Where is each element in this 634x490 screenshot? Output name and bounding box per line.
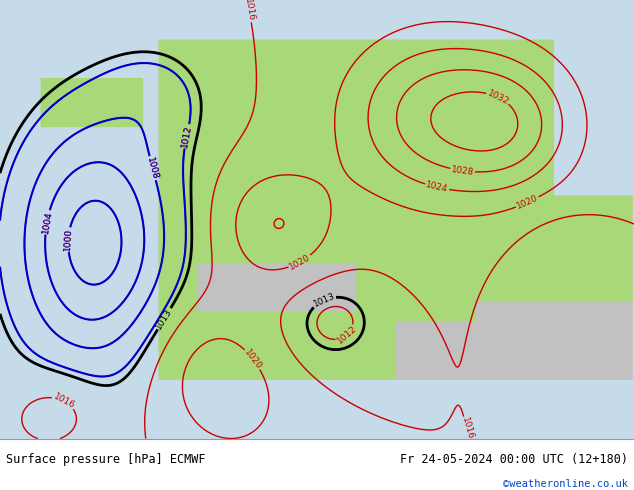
Text: 1032: 1032 [486, 88, 510, 106]
Text: 1013: 1013 [312, 292, 336, 309]
Text: 1024: 1024 [425, 180, 449, 194]
Text: 1012: 1012 [335, 324, 358, 346]
Text: 1012: 1012 [180, 124, 193, 148]
Text: ©weatheronline.co.uk: ©weatheronline.co.uk [503, 479, 628, 489]
Text: Surface pressure [hPa] ECMWF: Surface pressure [hPa] ECMWF [6, 453, 206, 466]
Text: Fr 24-05-2024 00:00 UTC (12+180): Fr 24-05-2024 00:00 UTC (12+180) [399, 453, 628, 466]
Text: 1000: 1000 [63, 228, 74, 251]
Text: 1012: 1012 [180, 124, 193, 148]
Text: 1004: 1004 [41, 210, 53, 234]
Text: 1020: 1020 [515, 194, 540, 211]
Text: 1008: 1008 [145, 156, 160, 180]
Text: 1016: 1016 [51, 392, 76, 411]
Text: 1016: 1016 [243, 0, 256, 22]
Text: 1004: 1004 [41, 210, 53, 234]
Text: 1013: 1013 [155, 307, 174, 331]
Text: 1020: 1020 [242, 347, 263, 371]
Text: 1020: 1020 [288, 252, 312, 271]
Text: 1000: 1000 [63, 228, 74, 251]
Text: 1028: 1028 [451, 165, 474, 177]
Text: 1016: 1016 [460, 416, 475, 441]
Text: 1008: 1008 [145, 156, 160, 180]
